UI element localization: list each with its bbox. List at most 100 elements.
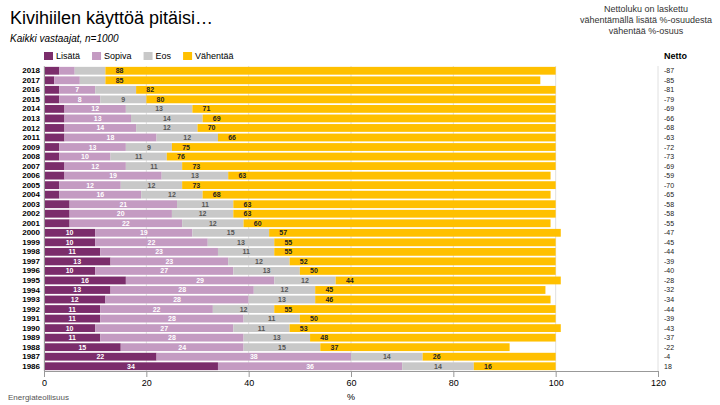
x-tick-label: 120 (651, 378, 666, 388)
data-label: 13 (191, 172, 199, 179)
bar (213, 305, 274, 313)
bar (44, 105, 64, 113)
netto-value: -44 (664, 248, 674, 255)
netto-value: -28 (664, 277, 674, 284)
data-label: 13 (73, 258, 81, 265)
data-label: 15 (227, 229, 235, 236)
bar (136, 86, 556, 94)
data-label: 24 (178, 344, 186, 351)
data-label: 13 (73, 286, 81, 293)
y-tick: 1998 (22, 247, 44, 256)
bar (44, 162, 64, 170)
netto-value: -72 (664, 144, 674, 151)
y-tick: 1997 (22, 257, 44, 266)
netto-value: -85 (664, 77, 674, 84)
grid-line (44, 66, 45, 371)
data-label: 12 (199, 210, 207, 217)
data-label: 63 (244, 201, 252, 208)
bar (157, 134, 218, 142)
x-tick: 80 (449, 371, 459, 388)
legend-item: Eos (144, 51, 172, 61)
bar (233, 267, 300, 275)
bar (177, 200, 233, 208)
subtitle: Kaikki vastaajat, n=1000 (10, 33, 119, 44)
bar (59, 181, 120, 189)
data-label: 26 (433, 353, 441, 360)
bar (44, 134, 64, 142)
y-tick: 2016 (22, 85, 44, 94)
y-tick-label: 1988 (22, 343, 40, 352)
data-label: 34 (127, 363, 135, 370)
x-tick: 120 (651, 371, 666, 388)
legend-swatch (92, 52, 101, 60)
bar (59, 191, 141, 199)
y-tick: 1987 (22, 352, 44, 361)
bar (244, 315, 300, 323)
data-label: 10 (66, 267, 74, 274)
data-label: 11 (68, 306, 76, 313)
y-tick-label: 1995 (22, 276, 40, 285)
x-tick-mark (658, 371, 659, 377)
bar (44, 67, 59, 75)
x-tick-label: 100 (549, 378, 564, 388)
bar (44, 305, 100, 313)
data-label: 44 (346, 277, 354, 284)
bar (274, 238, 555, 246)
x-tick: 0 (42, 371, 47, 388)
x-tick-mark (249, 371, 250, 377)
bar (95, 324, 233, 332)
netto-value: -44 (664, 306, 674, 313)
data-label: 12 (148, 182, 156, 189)
x-tick-label: 20 (142, 378, 152, 388)
bar (274, 248, 555, 256)
y-tick-label: 2005 (22, 181, 40, 190)
data-label: 27 (160, 267, 168, 274)
x-tick-mark (351, 371, 352, 377)
y-tick-label: 2016 (22, 85, 40, 94)
bar (44, 296, 105, 304)
data-label: 9 (147, 144, 151, 151)
bar (290, 324, 561, 332)
data-label: 11 (68, 334, 76, 341)
bar (162, 172, 229, 180)
y-tick: 2014 (22, 104, 44, 113)
data-label: 50 (310, 315, 318, 322)
bar (474, 362, 556, 370)
data-label: 28 (168, 334, 176, 341)
bar (44, 210, 70, 218)
data-label: 22 (153, 306, 161, 313)
data-label: 68 (213, 191, 221, 198)
y-tick-label: 1990 (22, 324, 40, 333)
y-tick: 1999 (22, 238, 44, 247)
bar (244, 343, 321, 351)
bar (182, 219, 243, 227)
x-tick-label: 60 (346, 378, 356, 388)
x-axis-line (45, 372, 659, 378)
y-tick: 2008 (22, 152, 44, 161)
bar (157, 353, 351, 361)
bar (228, 172, 550, 180)
legend-item: Lisätä (44, 51, 80, 61)
bars (44, 67, 561, 370)
netto-value: -70 (664, 182, 674, 189)
bar (218, 248, 274, 256)
data-label: 80 (157, 96, 165, 103)
data-label: 12 (168, 191, 176, 198)
data-label: 76 (177, 153, 185, 160)
bar (233, 210, 555, 218)
data-label: 14 (383, 353, 391, 360)
y-tick-label: 2007 (22, 162, 40, 171)
netto-value: -22 (664, 344, 674, 351)
data-label: 12 (281, 286, 289, 293)
bar (249, 296, 316, 304)
bar (100, 305, 213, 313)
y-tick: 2013 (22, 114, 44, 123)
bar (44, 315, 100, 323)
y-tick: 2018 (22, 66, 44, 75)
x-axis-title: % (347, 392, 355, 402)
y-tick-label: 2017 (22, 76, 40, 85)
y-tick-label: 2004 (22, 190, 40, 199)
bar (70, 219, 183, 227)
data-label: 13 (94, 115, 102, 122)
bar (100, 315, 243, 323)
